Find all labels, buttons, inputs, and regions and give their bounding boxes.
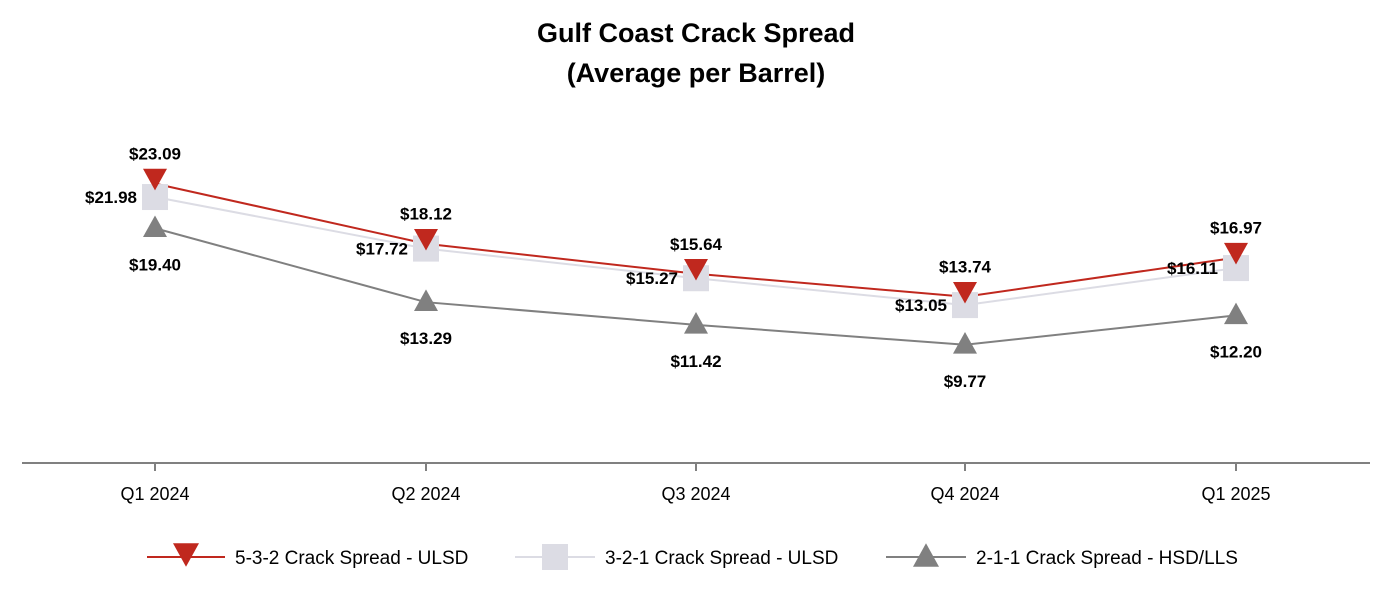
x-tick-label: Q1 2025 <box>1201 484 1270 504</box>
data-label: $19.40 <box>129 255 181 274</box>
data-point <box>1224 302 1248 325</box>
data-label: $15.27 <box>626 269 678 288</box>
data-label: $15.64 <box>670 235 723 254</box>
x-tick-label: Q4 2024 <box>930 484 999 504</box>
data-label: $21.98 <box>85 188 137 207</box>
data-label: $16.11 <box>1167 259 1218 278</box>
data-label: $12.20 <box>1210 342 1262 361</box>
data-label: $13.29 <box>400 329 452 348</box>
legend-label: 5-3-2 Crack Spread - ULSD <box>235 548 468 569</box>
series-markers-triangle-up <box>143 215 1248 354</box>
data-label: $18.12 <box>400 205 452 224</box>
legend-marker <box>913 543 939 567</box>
data-point <box>143 168 167 191</box>
chart-subtitle: (Average per Barrel) <box>567 58 826 88</box>
data-point <box>1224 242 1248 265</box>
legend-marker <box>173 543 199 567</box>
x-tick-label: Q2 2024 <box>391 484 460 504</box>
x-tick-label: Q3 2024 <box>661 484 730 504</box>
legend: 5-3-2 Crack Spread - ULSD 3-2-1 Crack Spr… <box>147 543 1238 570</box>
data-point <box>684 312 708 334</box>
series-markers-triangle-down <box>143 168 1248 304</box>
series-layer: $19.40 $13.29 $11.42 $9.77 $12.20 $21.98 $17.7… <box>85 145 1262 391</box>
series-labels-triangle-up: $19.40 $13.29 $11.42 $9.77 $12.20 <box>129 255 1262 391</box>
data-label: $16.97 <box>1210 219 1262 238</box>
data-point <box>143 215 167 238</box>
series-labels-square: $21.98 $17.72 $15.27 $13.05 $16.11 <box>85 188 1218 315</box>
series-labels-triangle-down: $23.09 $18.12 $15.64 $13.74 $16.97 <box>129 145 1262 277</box>
legend-marker <box>542 544 568 570</box>
x-axis-ticks: Q1 2024 Q2 2024 Q3 2024 Q4 2024 Q1 2025 <box>120 463 1271 504</box>
legend-item: 3-2-1 Crack Spread - ULSD <box>515 544 838 570</box>
x-tick-label: Q1 2024 <box>120 484 189 504</box>
data-label: $17.72 <box>356 240 408 259</box>
legend-item: 2-1-1 Crack Spread - HSD/LLS <box>886 543 1238 569</box>
data-point <box>684 258 708 281</box>
data-label: $11.42 <box>670 352 721 371</box>
data-label: $13.74 <box>939 258 992 277</box>
legend-item: 5-3-2 Crack Spread - ULSD <box>147 543 468 569</box>
data-point <box>953 281 977 304</box>
legend-label: 3-2-1 Crack Spread - ULSD <box>605 548 838 569</box>
chart-title: Gulf Coast Crack Spread <box>537 18 855 48</box>
data-label: $13.05 <box>895 296 947 315</box>
data-label: $9.77 <box>944 372 987 391</box>
data-label: $23.09 <box>129 145 181 164</box>
data-point <box>953 331 977 354</box>
data-point <box>414 289 438 311</box>
legend-label: 2-1-1 Crack Spread - HSD/LLS <box>976 548 1238 569</box>
data-point <box>414 228 438 251</box>
